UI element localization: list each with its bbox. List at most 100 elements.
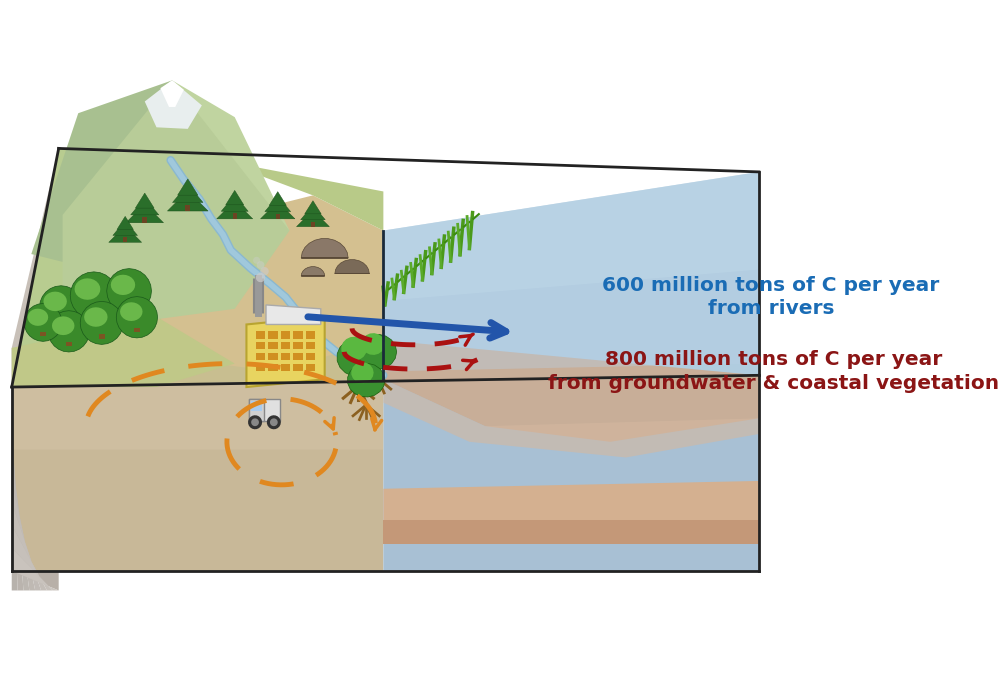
Polygon shape	[12, 148, 219, 387]
Polygon shape	[270, 418, 278, 426]
Polygon shape	[12, 148, 59, 387]
Polygon shape	[0, 74, 782, 607]
Polygon shape	[268, 342, 278, 349]
Polygon shape	[256, 353, 265, 360]
Polygon shape	[24, 304, 62, 341]
Polygon shape	[362, 333, 385, 355]
Polygon shape	[12, 502, 47, 590]
Polygon shape	[281, 342, 290, 349]
Polygon shape	[256, 364, 265, 371]
Polygon shape	[256, 342, 265, 349]
Text: 800 million tons of C per year
from groundwater & coastal vegetation: 800 million tons of C per year from grou…	[548, 350, 999, 393]
Polygon shape	[219, 160, 383, 231]
Polygon shape	[293, 364, 303, 371]
Polygon shape	[28, 308, 48, 326]
Polygon shape	[383, 375, 759, 571]
Polygon shape	[12, 479, 41, 590]
Polygon shape	[12, 379, 383, 449]
Polygon shape	[260, 267, 269, 276]
Polygon shape	[301, 205, 325, 220]
Polygon shape	[383, 270, 759, 371]
Polygon shape	[268, 331, 278, 338]
Polygon shape	[63, 80, 289, 324]
Polygon shape	[281, 364, 290, 371]
Polygon shape	[116, 297, 158, 338]
Polygon shape	[111, 274, 135, 295]
Polygon shape	[265, 196, 291, 212]
Polygon shape	[12, 148, 383, 387]
Polygon shape	[142, 217, 147, 223]
Polygon shape	[301, 267, 325, 276]
Polygon shape	[297, 210, 329, 227]
Polygon shape	[12, 433, 29, 590]
Polygon shape	[167, 191, 208, 211]
Polygon shape	[84, 307, 108, 327]
Polygon shape	[248, 415, 262, 429]
Polygon shape	[311, 222, 315, 227]
Polygon shape	[173, 184, 203, 202]
Polygon shape	[120, 302, 143, 321]
Polygon shape	[383, 172, 759, 301]
Polygon shape	[383, 340, 759, 442]
Polygon shape	[281, 353, 290, 360]
Polygon shape	[249, 399, 264, 421]
Polygon shape	[178, 179, 198, 195]
Polygon shape	[40, 286, 83, 329]
Polygon shape	[383, 172, 759, 379]
Polygon shape	[99, 334, 105, 338]
Polygon shape	[172, 80, 289, 231]
Text: 600 million tons of C per year
from rivers: 600 million tons of C per year from rive…	[602, 276, 940, 318]
Polygon shape	[12, 548, 59, 590]
Polygon shape	[52, 317, 74, 335]
Polygon shape	[126, 302, 132, 307]
Polygon shape	[337, 338, 380, 377]
Polygon shape	[251, 418, 259, 426]
Polygon shape	[269, 191, 286, 206]
Polygon shape	[257, 261, 264, 269]
Polygon shape	[221, 195, 248, 211]
Polygon shape	[12, 148, 59, 590]
Polygon shape	[348, 364, 385, 397]
Polygon shape	[293, 331, 303, 338]
Polygon shape	[341, 336, 367, 361]
Polygon shape	[335, 259, 369, 274]
Polygon shape	[80, 302, 123, 345]
Polygon shape	[256, 273, 265, 282]
Polygon shape	[246, 317, 325, 387]
Polygon shape	[12, 379, 383, 571]
Polygon shape	[131, 198, 159, 215]
Polygon shape	[306, 353, 315, 360]
Polygon shape	[117, 217, 133, 229]
Polygon shape	[305, 201, 321, 214]
Polygon shape	[109, 226, 142, 242]
Polygon shape	[301, 238, 348, 258]
Polygon shape	[156, 195, 383, 371]
Polygon shape	[383, 520, 759, 543]
Polygon shape	[126, 204, 164, 223]
Polygon shape	[12, 410, 23, 590]
Polygon shape	[383, 481, 759, 528]
Polygon shape	[293, 353, 303, 360]
Polygon shape	[251, 401, 262, 411]
Polygon shape	[43, 291, 67, 311]
Polygon shape	[70, 272, 118, 319]
Polygon shape	[75, 279, 100, 300]
Polygon shape	[226, 191, 244, 205]
Polygon shape	[268, 353, 278, 360]
Polygon shape	[266, 305, 321, 324]
Polygon shape	[358, 334, 397, 369]
Polygon shape	[217, 201, 253, 219]
Polygon shape	[66, 342, 72, 347]
Polygon shape	[12, 387, 18, 590]
Polygon shape	[31, 80, 172, 262]
Polygon shape	[185, 205, 190, 211]
Polygon shape	[40, 332, 46, 336]
Polygon shape	[134, 328, 140, 332]
Polygon shape	[90, 308, 97, 313]
Polygon shape	[306, 331, 315, 338]
Polygon shape	[12, 317, 235, 387]
Polygon shape	[12, 525, 53, 590]
Polygon shape	[281, 331, 290, 338]
Polygon shape	[233, 213, 237, 219]
Polygon shape	[276, 214, 280, 219]
